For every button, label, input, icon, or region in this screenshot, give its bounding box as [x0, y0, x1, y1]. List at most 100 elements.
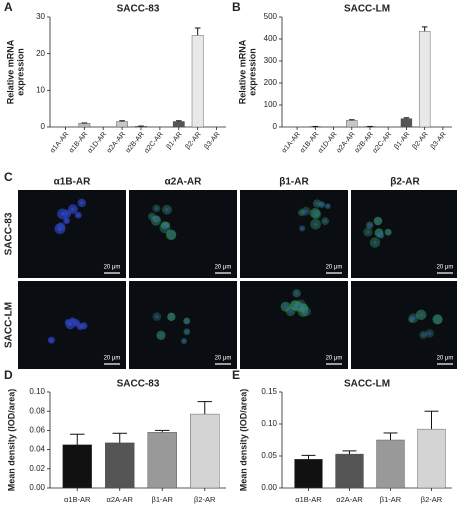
bar — [78, 123, 91, 128]
panel-label: B — [232, 0, 241, 14]
x-tick-label: α1D-AR — [317, 131, 338, 155]
nucleus — [58, 226, 62, 231]
x-tick-label: β1-AR — [166, 131, 184, 151]
nucleus — [60, 212, 65, 216]
y-tick-label: 30 — [36, 12, 45, 21]
nucleus — [182, 339, 186, 343]
y-tick-label: 0.02 — [29, 464, 45, 473]
error-bar — [383, 432, 398, 440]
error-bar — [349, 119, 355, 121]
y-tick-label: 0.04 — [29, 445, 45, 454]
column-header: α2A-AR — [165, 177, 202, 188]
nucleus — [163, 226, 167, 230]
image-bg — [240, 281, 348, 369]
nucleus — [169, 232, 173, 237]
nucleus — [185, 329, 189, 334]
error-bar — [197, 401, 212, 415]
nucleus — [421, 333, 426, 337]
scale-bar-label: 20 μm — [437, 356, 454, 362]
y-tick-label: 0 — [41, 122, 46, 131]
nucleus — [377, 231, 381, 235]
nucleus — [154, 217, 159, 221]
micrograph: 20 μm — [351, 190, 457, 278]
chart-title: SACC-83 — [117, 4, 160, 15]
x-tick-label: β1-AR — [380, 495, 402, 504]
micrograph: 20 μm — [240, 281, 348, 369]
nucleus — [71, 207, 75, 211]
error-bar — [175, 120, 182, 122]
micrograph: 20 μm — [129, 281, 237, 369]
scale-bar-label: 20 μm — [215, 356, 232, 362]
chart-title: SACC-LM — [344, 4, 390, 15]
x-tick-label: β3-AR — [430, 131, 448, 151]
nucleus — [64, 218, 69, 223]
image-bg — [129, 281, 237, 369]
y-axis-label: Mean density (IOD/area) — [6, 389, 16, 492]
nucleus — [297, 305, 301, 309]
column-header: β2-AR — [390, 177, 420, 188]
nucleus — [376, 219, 380, 223]
x-tick-label: α2C-AR — [372, 131, 393, 155]
bar — [335, 453, 364, 489]
scale-bar-label: 20 μm — [326, 356, 343, 362]
bar — [346, 120, 358, 128]
y-tick-label: 0 — [273, 122, 278, 131]
micrograph: 20 μm — [351, 281, 457, 369]
bar — [294, 459, 323, 489]
y-tick-label: 0.00 — [29, 483, 45, 492]
nucleus — [294, 291, 299, 296]
error-bar — [301, 454, 316, 460]
scale-bar-label: 20 μm — [104, 356, 121, 362]
y-tick-label: 0.10 — [261, 419, 277, 428]
error-bar — [194, 27, 201, 36]
x-tick-label: α2A-AR — [107, 495, 134, 504]
nucleus — [74, 321, 79, 325]
bar — [105, 442, 135, 489]
bar — [191, 35, 204, 128]
x-tick-label: β2-AR — [421, 495, 443, 504]
y-tick-label: 0.00 — [261, 483, 277, 492]
x-tick-label: β3-AR — [203, 131, 221, 151]
nucleus — [320, 202, 324, 207]
y-axis-label: expression — [247, 48, 257, 96]
row-header: SACC-83 — [4, 212, 15, 255]
bar — [62, 444, 92, 489]
error-bar — [342, 450, 357, 455]
y-tick-label: 0.15 — [261, 387, 277, 396]
image-bg — [351, 281, 457, 369]
error-bar — [421, 26, 428, 32]
nucleus — [313, 211, 317, 216]
y-tick-label: 100 — [264, 100, 278, 109]
nucleus — [49, 338, 54, 343]
micrograph: 20 μm — [129, 190, 237, 278]
scale-bar-label: 20 μm — [215, 265, 232, 271]
nucleus — [76, 213, 81, 217]
error-bar — [155, 429, 170, 433]
nucleus — [155, 314, 159, 319]
nucleus — [315, 201, 319, 206]
scale-bar-label: 20 μm — [104, 265, 121, 271]
bar — [417, 428, 446, 489]
bar — [419, 31, 431, 128]
micrograph: 20 μm — [18, 281, 126, 369]
x-tick-label: α1B-AR — [295, 495, 322, 504]
nucleus — [165, 207, 169, 212]
nucleus — [379, 233, 383, 238]
y-tick-label: 0.10 — [29, 387, 45, 396]
nucleus — [283, 304, 288, 309]
nucleus — [165, 223, 169, 227]
row-header: SACC-LM — [4, 302, 15, 348]
panel-label: C — [4, 170, 13, 184]
nucleus — [386, 230, 390, 234]
x-tick-label: α1B-AR — [64, 495, 91, 504]
y-tick-label: 0.06 — [29, 426, 45, 435]
y-tick-label: 0.05 — [261, 451, 277, 460]
panel-label: D — [4, 368, 13, 382]
image-bg — [129, 190, 237, 278]
micrograph: 20 μm — [18, 190, 126, 278]
x-tick-label: α2A-AR — [336, 495, 363, 504]
panel-label: A — [4, 0, 13, 14]
y-tick-label: 20 — [36, 49, 45, 58]
scale-bar-label: 20 μm — [437, 265, 454, 271]
